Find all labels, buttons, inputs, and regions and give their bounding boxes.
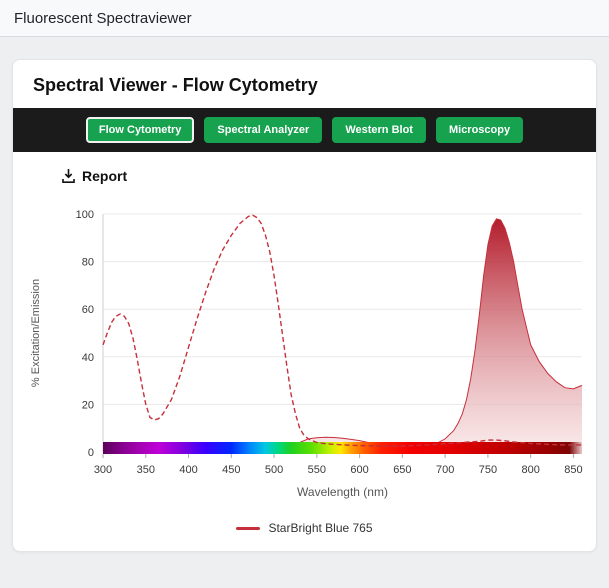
report-download-icon [61, 168, 76, 184]
spectra-chart: 0 20 40 60 80 100 300 350 400 450 500 550 600 650 700 7… [30, 209, 583, 499]
app-title: Fluorescent Spectraviewer [14, 9, 192, 27]
x-axis-tick-label: 750 [479, 464, 497, 476]
report-button[interactable]: Report [13, 152, 596, 190]
x-axis-tick-label: 800 [521, 464, 539, 476]
x-axis-tick-label: 650 [393, 464, 411, 476]
x-axis-title: Wavelength (nm) [297, 485, 388, 499]
y-axis-tick-label: 0 [88, 447, 94, 459]
x-axis-tick-label: 700 [436, 464, 454, 476]
x-axis-tick-label: 400 [179, 464, 197, 476]
y-axis-tick-label: 80 [82, 257, 94, 269]
legend-item-starbright-blue-765[interactable]: StarBright Blue 765 [13, 511, 596, 551]
excitation-dashed-line [102, 214, 582, 447]
x-axis-tick-label: 550 [308, 464, 326, 476]
tab-microscopy[interactable]: Microscopy [435, 117, 524, 143]
mode-tabs-bar: Flow Cytometry Spectral Analyzer Western… [13, 108, 596, 152]
legend-marker-line [236, 526, 261, 530]
x-axis-tick-label: 300 [94, 464, 112, 476]
x-axis-tick-label: 600 [350, 464, 368, 476]
y-axis-tick-label: 20 [82, 399, 94, 411]
top-app-bar: Fluorescent Spectraviewer [0, 0, 609, 37]
spectra-chart-area: 0 20 40 60 80 100 300 350 400 450 500 550 600 650 700 7… [13, 190, 596, 511]
x-axis-tick-label: 450 [222, 464, 240, 476]
x-axis-tick-label: 850 [564, 464, 582, 476]
tab-flow-cytometry[interactable]: Flow Cytometry [85, 117, 195, 143]
legend-label: StarBright Blue 765 [268, 521, 373, 535]
emission-area [103, 218, 582, 452]
tab-spectral-analyzer[interactable]: Spectral Analyzer [204, 117, 323, 143]
spectral-viewer-card: Spectral Viewer - Flow Cytometry Flow Cy… [12, 59, 597, 552]
x-axis-tick-label: 350 [137, 464, 155, 476]
report-label: Report [82, 168, 128, 184]
y-axis-tick-label: 100 [76, 209, 94, 221]
wavelength-spectrum-bar [103, 442, 582, 454]
emission-outline [103, 218, 583, 452]
page-title: Spectral Viewer - Flow Cytometry [33, 75, 318, 95]
y-axis-tick-label: 60 [82, 304, 94, 316]
y-axis-tick-label: 40 [82, 352, 94, 364]
x-axis-tick-label: 500 [265, 464, 283, 476]
tab-western-blot[interactable]: Western Blot [332, 117, 426, 143]
y-axis-title: % Excitation/Emission [30, 279, 42, 387]
